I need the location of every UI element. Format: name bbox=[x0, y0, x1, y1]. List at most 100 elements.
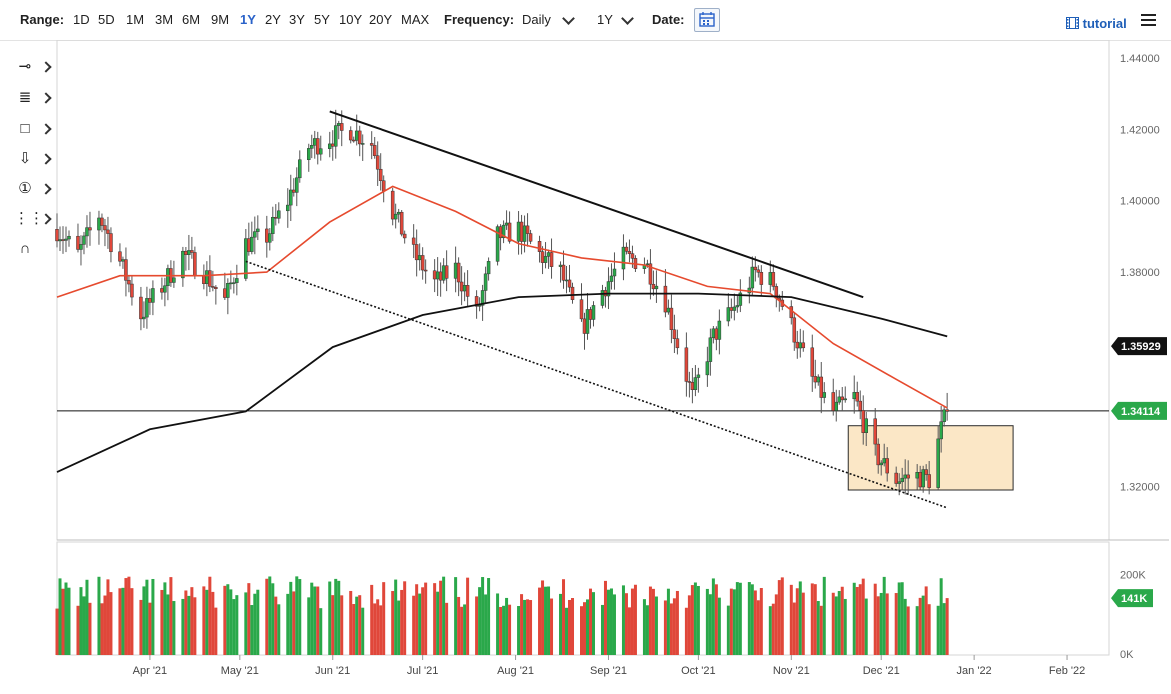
period-select[interactable]: 1Y bbox=[597, 12, 613, 27]
price-tick-label: 1.32000 bbox=[1120, 481, 1160, 493]
candle-body bbox=[55, 229, 59, 242]
rectangle-tool[interactable]: □ bbox=[14, 118, 52, 142]
range-button-1m[interactable]: 1M bbox=[126, 12, 145, 27]
annotation-tool[interactable]: ① bbox=[14, 178, 52, 202]
frequency-chevron-down-icon[interactable] bbox=[562, 12, 575, 25]
volume-bar bbox=[810, 583, 814, 655]
arrow-down-icon: ⇩ bbox=[18, 150, 32, 167]
arrow-tool[interactable]: ⇩ bbox=[14, 148, 52, 172]
volume-bar bbox=[169, 577, 173, 655]
range-button-max[interactable]: MAX bbox=[401, 12, 430, 27]
candle-body bbox=[927, 474, 931, 488]
date-label: Date: bbox=[652, 12, 685, 27]
x-tick-label: Sep '21 bbox=[590, 665, 627, 677]
volume-bar bbox=[708, 594, 712, 655]
range-button-3y[interactable]: 3Y bbox=[289, 12, 305, 27]
candle-body bbox=[381, 180, 386, 192]
last-price-tag: 1.34114 bbox=[1121, 406, 1161, 418]
candle-body bbox=[495, 226, 500, 262]
range-button-5y[interactable]: 5Y bbox=[314, 12, 330, 27]
volume-bar bbox=[502, 605, 506, 655]
volume-bar bbox=[726, 605, 730, 655]
volume-bar bbox=[777, 580, 781, 655]
candle-body bbox=[277, 210, 281, 219]
volume-bar bbox=[124, 578, 128, 655]
volume-bar bbox=[151, 578, 155, 655]
volume-bar bbox=[328, 581, 332, 655]
candle-body bbox=[822, 392, 827, 398]
candle-body bbox=[250, 236, 254, 252]
candle-body bbox=[310, 145, 314, 149]
candle-body bbox=[226, 283, 230, 298]
candle-body bbox=[289, 189, 293, 206]
volume-bar bbox=[202, 586, 206, 655]
candle-body bbox=[214, 287, 218, 289]
candle-body bbox=[64, 238, 68, 241]
range-button-9m[interactable]: 9M bbox=[211, 12, 230, 27]
last-volume-tag: 141K bbox=[1121, 593, 1147, 605]
candle-body bbox=[139, 296, 143, 320]
volume-bar bbox=[127, 576, 131, 655]
volume-bar bbox=[580, 606, 584, 655]
candle-body bbox=[256, 228, 260, 232]
magnet-icon: ∩ bbox=[19, 240, 31, 257]
range-button-3m[interactable]: 3M bbox=[155, 12, 174, 27]
candle-body bbox=[456, 262, 461, 283]
volume-bar bbox=[61, 588, 65, 655]
volume-bar bbox=[529, 600, 533, 655]
volume-bar bbox=[936, 605, 940, 655]
range-button-2y[interactable]: 2Y bbox=[265, 12, 281, 27]
annotation-number-icon: ① bbox=[18, 180, 32, 197]
candle-body bbox=[271, 216, 275, 234]
candle-body bbox=[103, 225, 107, 231]
candle-body bbox=[729, 307, 734, 311]
magnet-tool[interactable]: ∩ bbox=[14, 238, 52, 262]
volume-bar bbox=[559, 593, 563, 655]
pattern-tool[interactable]: ⋮⋮ bbox=[14, 208, 52, 232]
candle-body bbox=[253, 231, 257, 238]
range-button-10y[interactable]: 10Y bbox=[339, 12, 363, 27]
candle-body bbox=[591, 305, 596, 320]
candle-body bbox=[181, 250, 185, 279]
crosshair-tool[interactable]: ⊸ bbox=[14, 56, 52, 80]
volume-bar bbox=[609, 588, 613, 655]
candle-body bbox=[244, 238, 248, 279]
volume-bar bbox=[415, 584, 419, 655]
candle-body bbox=[88, 227, 92, 231]
range-button-1d[interactable]: 1D bbox=[73, 12, 90, 27]
candle-body bbox=[85, 227, 89, 237]
candle-body bbox=[561, 264, 566, 281]
candle-body bbox=[330, 143, 335, 147]
candle-body bbox=[423, 269, 428, 272]
candle-body bbox=[735, 305, 740, 308]
candle-body bbox=[672, 329, 677, 339]
candle-body bbox=[654, 285, 659, 290]
candle-body bbox=[501, 224, 506, 239]
slow-moving-average-line bbox=[56, 292, 948, 473]
hamburger-menu-icon[interactable] bbox=[1141, 14, 1156, 26]
volume-bar bbox=[370, 584, 374, 655]
candle-body bbox=[567, 279, 572, 288]
crosshair-tool-icon: ⊸ bbox=[18, 58, 32, 75]
range-button-20y[interactable]: 20Y bbox=[369, 12, 393, 27]
volume-bar bbox=[373, 603, 377, 655]
volume-bar bbox=[517, 606, 521, 655]
frequency-select[interactable]: Daily bbox=[522, 12, 551, 27]
tutorial-link[interactable]: tutorial bbox=[1066, 16, 1127, 31]
range-button-6m[interactable]: 6M bbox=[182, 12, 201, 27]
period-chevron-down-icon[interactable] bbox=[621, 12, 634, 25]
price-chart[interactable]: 1.440001.420001.400001.380001.360001.340… bbox=[0, 40, 1171, 694]
range-button-5d[interactable]: 5D bbox=[98, 12, 115, 27]
fibonacci-tool[interactable]: ≣ bbox=[14, 87, 52, 111]
candle-body bbox=[537, 241, 542, 252]
volume-bar bbox=[76, 605, 80, 655]
volume-bar bbox=[600, 604, 604, 655]
tutorial-label: tutorial bbox=[1082, 16, 1127, 31]
calendar-icon[interactable] bbox=[694, 8, 720, 32]
volume-bar bbox=[562, 579, 566, 655]
candle-body bbox=[127, 280, 131, 285]
volume-bar bbox=[499, 606, 503, 655]
volume-bar bbox=[627, 607, 631, 655]
range-button-1y[interactable]: 1Y bbox=[240, 12, 256, 27]
volume-bar bbox=[130, 588, 134, 655]
